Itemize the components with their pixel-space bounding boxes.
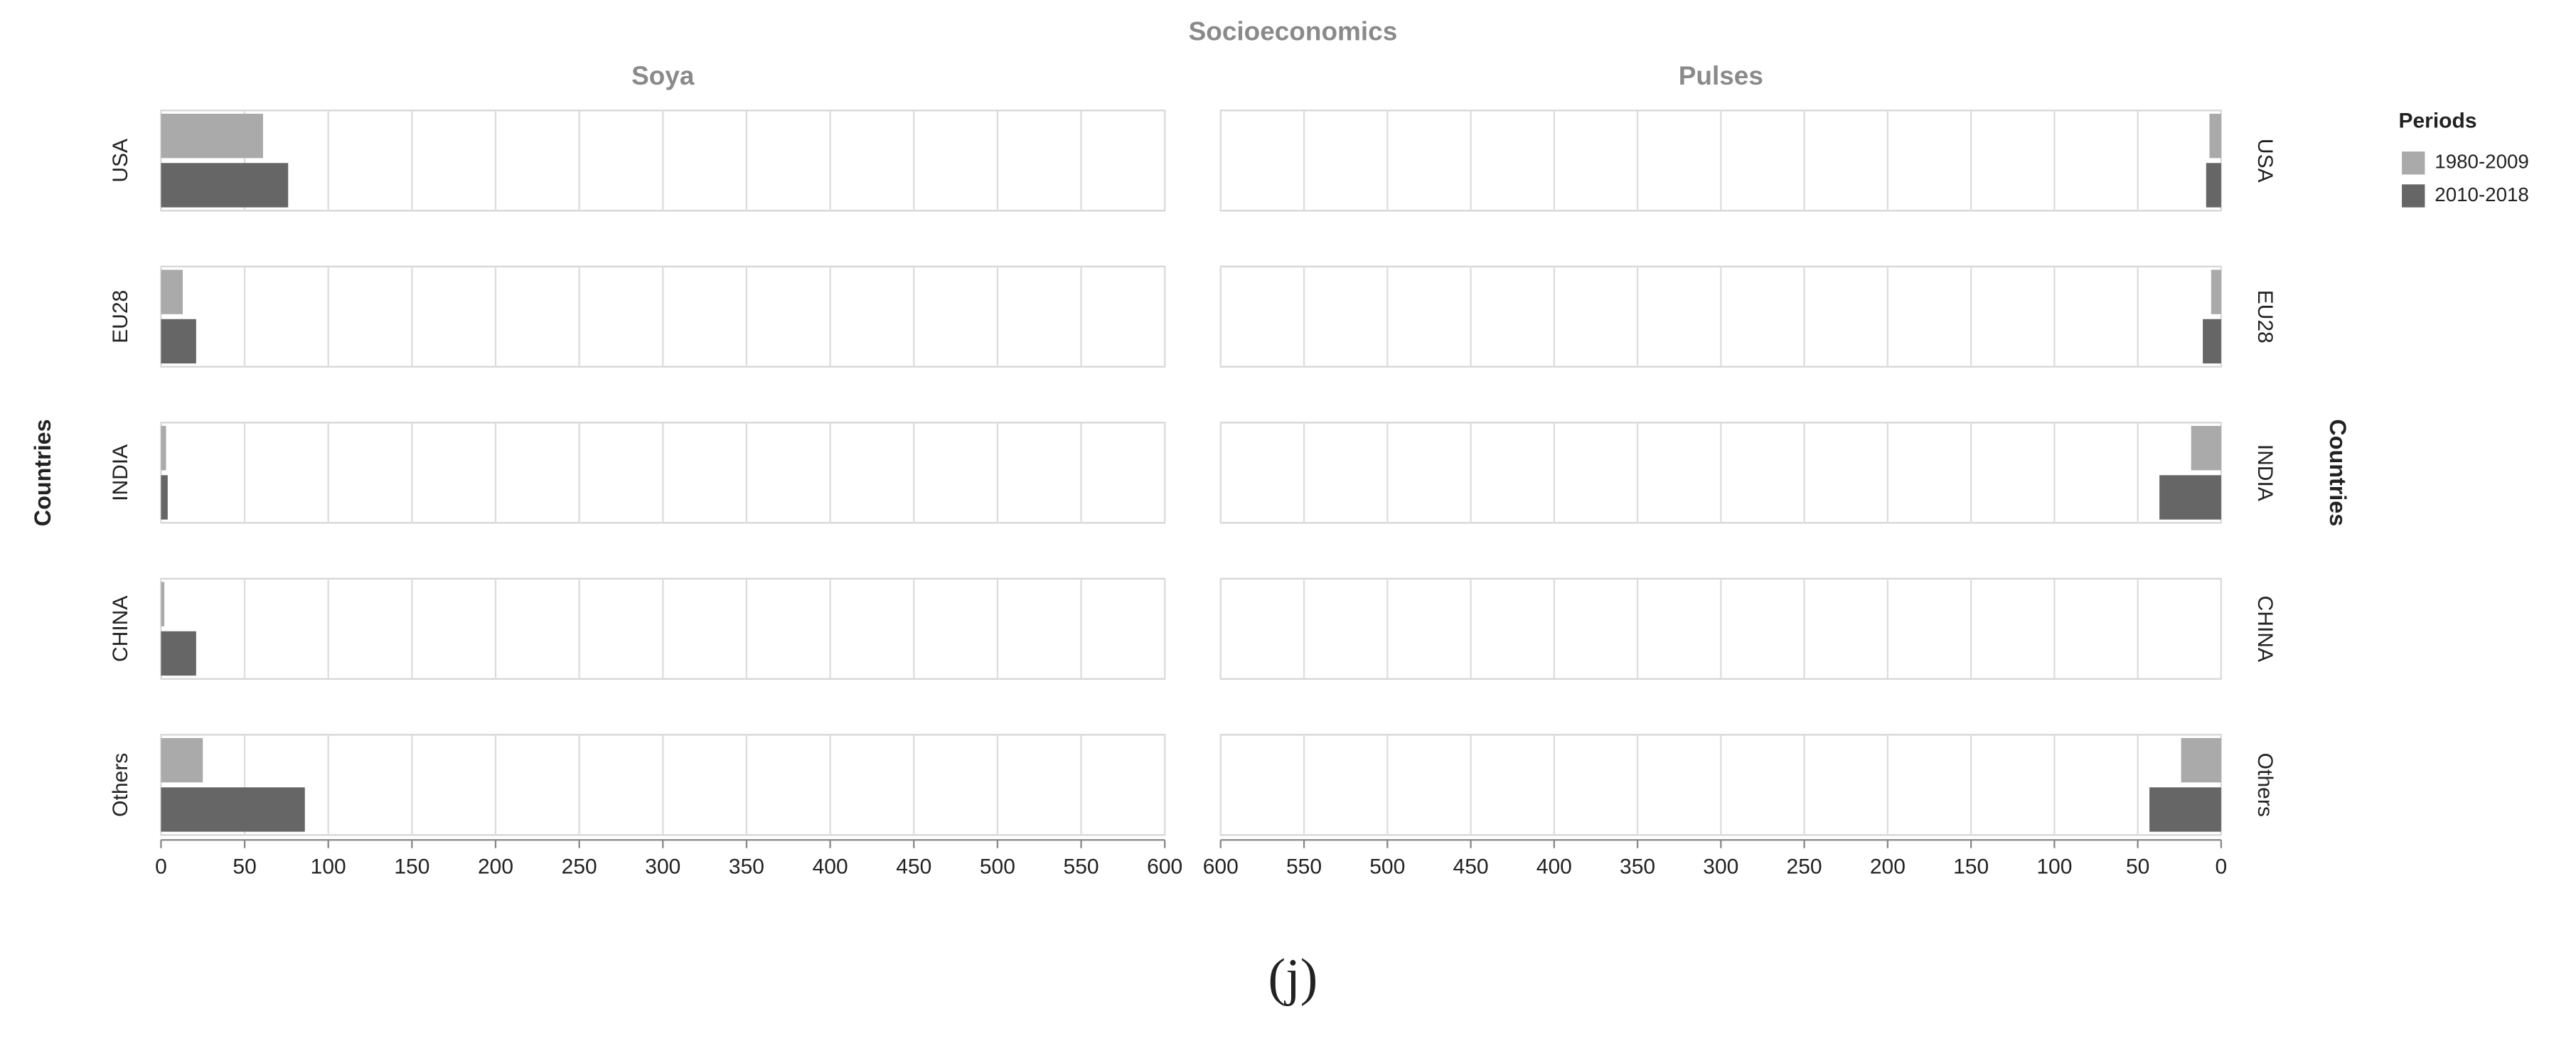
x-tick-label: 600 [1147, 855, 1182, 878]
x-tick-label: 600 [1203, 855, 1239, 878]
x-tick-label: 200 [1870, 855, 1906, 878]
bar [2159, 475, 2221, 520]
x-tick-label: 150 [394, 855, 429, 878]
x-tick-label: 0 [155, 855, 167, 878]
y-tick-label: Others [109, 753, 132, 817]
x-tick-label: 500 [1369, 855, 1405, 878]
x-tick-label: 450 [896, 855, 931, 878]
bar [2209, 113, 2221, 159]
bar [2191, 425, 2221, 471]
bar [161, 163, 289, 208]
bar [161, 319, 196, 364]
y-tick-label: INDIA [2253, 444, 2277, 501]
x-tick-label: 100 [2036, 855, 2072, 878]
x-tick-label: 350 [1620, 855, 1655, 878]
legend-swatch [2402, 151, 2425, 175]
x-tick-label: 150 [1953, 855, 1989, 878]
bar [2149, 787, 2221, 832]
y-tick-label: Others [2253, 753, 2277, 817]
y-tick-label: EU28 [2253, 290, 2277, 343]
legend-swatch [2402, 184, 2425, 208]
x-tick-label: 350 [729, 855, 764, 878]
caption: (j) [1268, 948, 1318, 1006]
bar [161, 787, 305, 832]
y-tick-label: CHINA [2253, 596, 2277, 662]
bar [2181, 737, 2221, 783]
bar [161, 582, 165, 626]
y-tick-label: INDIA [109, 444, 132, 501]
bar [161, 475, 168, 520]
bar [2203, 319, 2221, 364]
y-tick-label: USA [2253, 139, 2277, 183]
legend-title: Periods [2398, 109, 2476, 132]
x-tick-label: 400 [1536, 855, 1572, 878]
bar [2211, 269, 2221, 314]
y-tick-label: CHINA [109, 596, 132, 662]
bar [161, 631, 196, 676]
x-tick-label: 50 [2126, 855, 2149, 878]
bar [161, 269, 183, 314]
y-axis-label: Countries [2325, 419, 2351, 526]
x-tick-label: 550 [1286, 855, 1322, 878]
x-tick-label: 400 [813, 855, 848, 878]
bar [2206, 163, 2221, 208]
y-axis-label: Countries [30, 419, 55, 526]
chart-title: Socioeconomics [1189, 16, 1398, 46]
bar [161, 737, 203, 783]
x-tick-label: 500 [980, 855, 1015, 878]
legend-label: 2010-2018 [2435, 183, 2529, 205]
bar [161, 425, 166, 471]
bar [161, 113, 263, 159]
x-tick-label: 300 [1703, 855, 1738, 878]
x-tick-label: 0 [2216, 855, 2228, 878]
legend-label: 1980-2009 [2435, 151, 2529, 173]
y-tick-label: USA [109, 139, 132, 183]
x-tick-label: 200 [478, 855, 513, 878]
panel-title: Pulses [1679, 61, 1763, 90]
x-tick-label: 250 [1787, 855, 1822, 878]
x-tick-label: 250 [562, 855, 597, 878]
x-tick-label: 100 [311, 855, 346, 878]
x-tick-label: 300 [645, 855, 680, 878]
panel-title: Soya [631, 61, 695, 90]
y-tick-label: EU28 [109, 290, 132, 343]
x-tick-label: 50 [233, 855, 256, 878]
x-tick-label: 450 [1453, 855, 1489, 878]
x-tick-label: 550 [1064, 855, 1099, 878]
